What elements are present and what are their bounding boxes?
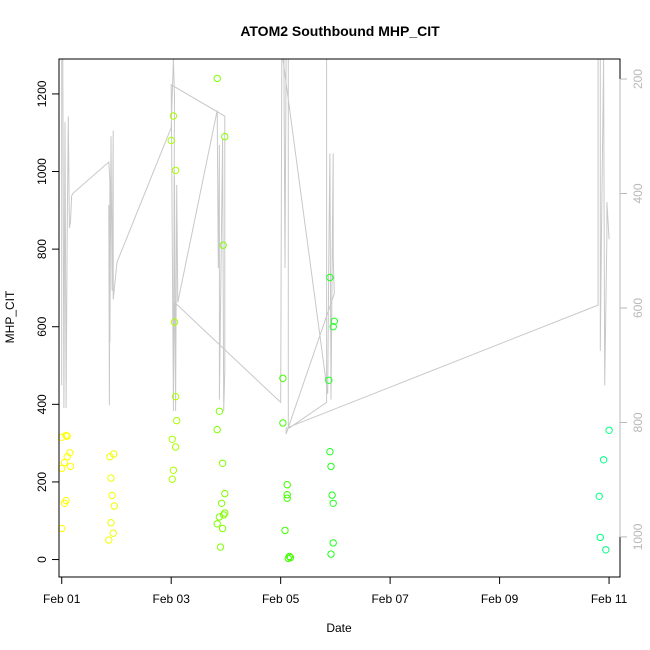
x-tick-label: Feb 07 (371, 592, 409, 606)
data-point (167, 136, 175, 145)
y2-axis: 200 400 600 800 1000 (619, 69, 645, 550)
y-tick-label: 200 (35, 472, 49, 492)
data-point (171, 392, 180, 401)
data-point (596, 533, 604, 542)
data-point (284, 554, 292, 563)
data-point (107, 519, 115, 527)
y2-tick-label: 600 (631, 298, 645, 318)
data-point (60, 499, 69, 507)
data-point (327, 462, 335, 471)
y-tick-label: 0 (35, 556, 49, 563)
x-tick-label: Feb 09 (481, 592, 519, 606)
data-point (595, 492, 603, 500)
data-point (218, 459, 227, 467)
data-point (66, 462, 75, 471)
data-point (218, 524, 227, 533)
y2-tick-label: 1000 (631, 523, 645, 550)
data-point (326, 273, 334, 282)
data-point (215, 407, 224, 415)
x-tick-label: Feb 11 (591, 592, 628, 606)
data-point (215, 513, 224, 521)
data-point (171, 166, 180, 175)
data-point (173, 416, 181, 425)
data-point (217, 499, 226, 507)
data-point (283, 491, 291, 499)
y-tick-label: 600 (35, 316, 49, 336)
y-tick-label: 1200 (35, 80, 49, 107)
data-point (329, 323, 337, 331)
data-point (213, 520, 221, 528)
y-tick-label: 400 (35, 394, 49, 414)
data-point (63, 453, 71, 461)
data-point (221, 509, 229, 517)
data-point (171, 443, 180, 451)
x-axis: Feb 01 Feb 03 Feb 05 Feb 07 Feb 09 Feb 11 (43, 576, 628, 606)
data-point (220, 511, 228, 519)
data-point (216, 543, 225, 551)
data-point (279, 374, 287, 382)
x-tick-label: Feb 05 (262, 592, 300, 606)
depth-series (61, 59, 610, 435)
data-point (107, 474, 115, 482)
x-tick-label: Feb 01 (43, 592, 81, 606)
x-tick-label: Feb 03 (153, 592, 191, 606)
y2-tick-label: 200 (631, 69, 645, 89)
data-point (330, 317, 338, 325)
data-points (58, 74, 613, 563)
y-tick-label: 800 (35, 239, 49, 259)
data-point (110, 450, 118, 458)
data-point (170, 318, 179, 326)
data-point (213, 425, 221, 434)
y2-tick-label: 800 (631, 412, 645, 432)
data-point (110, 502, 119, 510)
data-point (602, 546, 610, 554)
y-axis-label: MHP_CIT (3, 290, 17, 343)
data-point (109, 529, 117, 537)
data-point (108, 491, 116, 500)
data-point (599, 456, 608, 464)
data-point (325, 376, 333, 384)
plot-frame (58, 58, 621, 578)
data-point (168, 475, 177, 483)
y-axis: 0 200 400 600 800 1000 1200 (35, 80, 60, 563)
data-point (329, 499, 337, 507)
data-point (168, 435, 177, 443)
data-point (63, 432, 71, 440)
y2-tick-label: 400 (631, 183, 645, 203)
data-point (60, 458, 69, 467)
data-point (221, 489, 229, 498)
x-axis-label: Date (326, 621, 352, 635)
data-point (329, 539, 337, 547)
chart-title: ATOM2 Southbound MHP_CIT (240, 23, 440, 39)
y-tick-label: 1000 (35, 158, 49, 185)
data-point (105, 536, 113, 544)
data-point (219, 241, 227, 249)
data-point (283, 481, 291, 489)
data-point (213, 74, 221, 83)
data-point (283, 494, 291, 502)
depth-line (61, 59, 610, 435)
data-point (221, 132, 229, 141)
data-point (326, 448, 334, 456)
data-point (169, 112, 178, 120)
data-point (169, 466, 178, 474)
data-point (327, 550, 335, 558)
data-point (279, 419, 287, 427)
data-point (62, 431, 70, 440)
data-point (605, 426, 613, 434)
data-point (281, 526, 289, 535)
data-point (328, 491, 336, 499)
